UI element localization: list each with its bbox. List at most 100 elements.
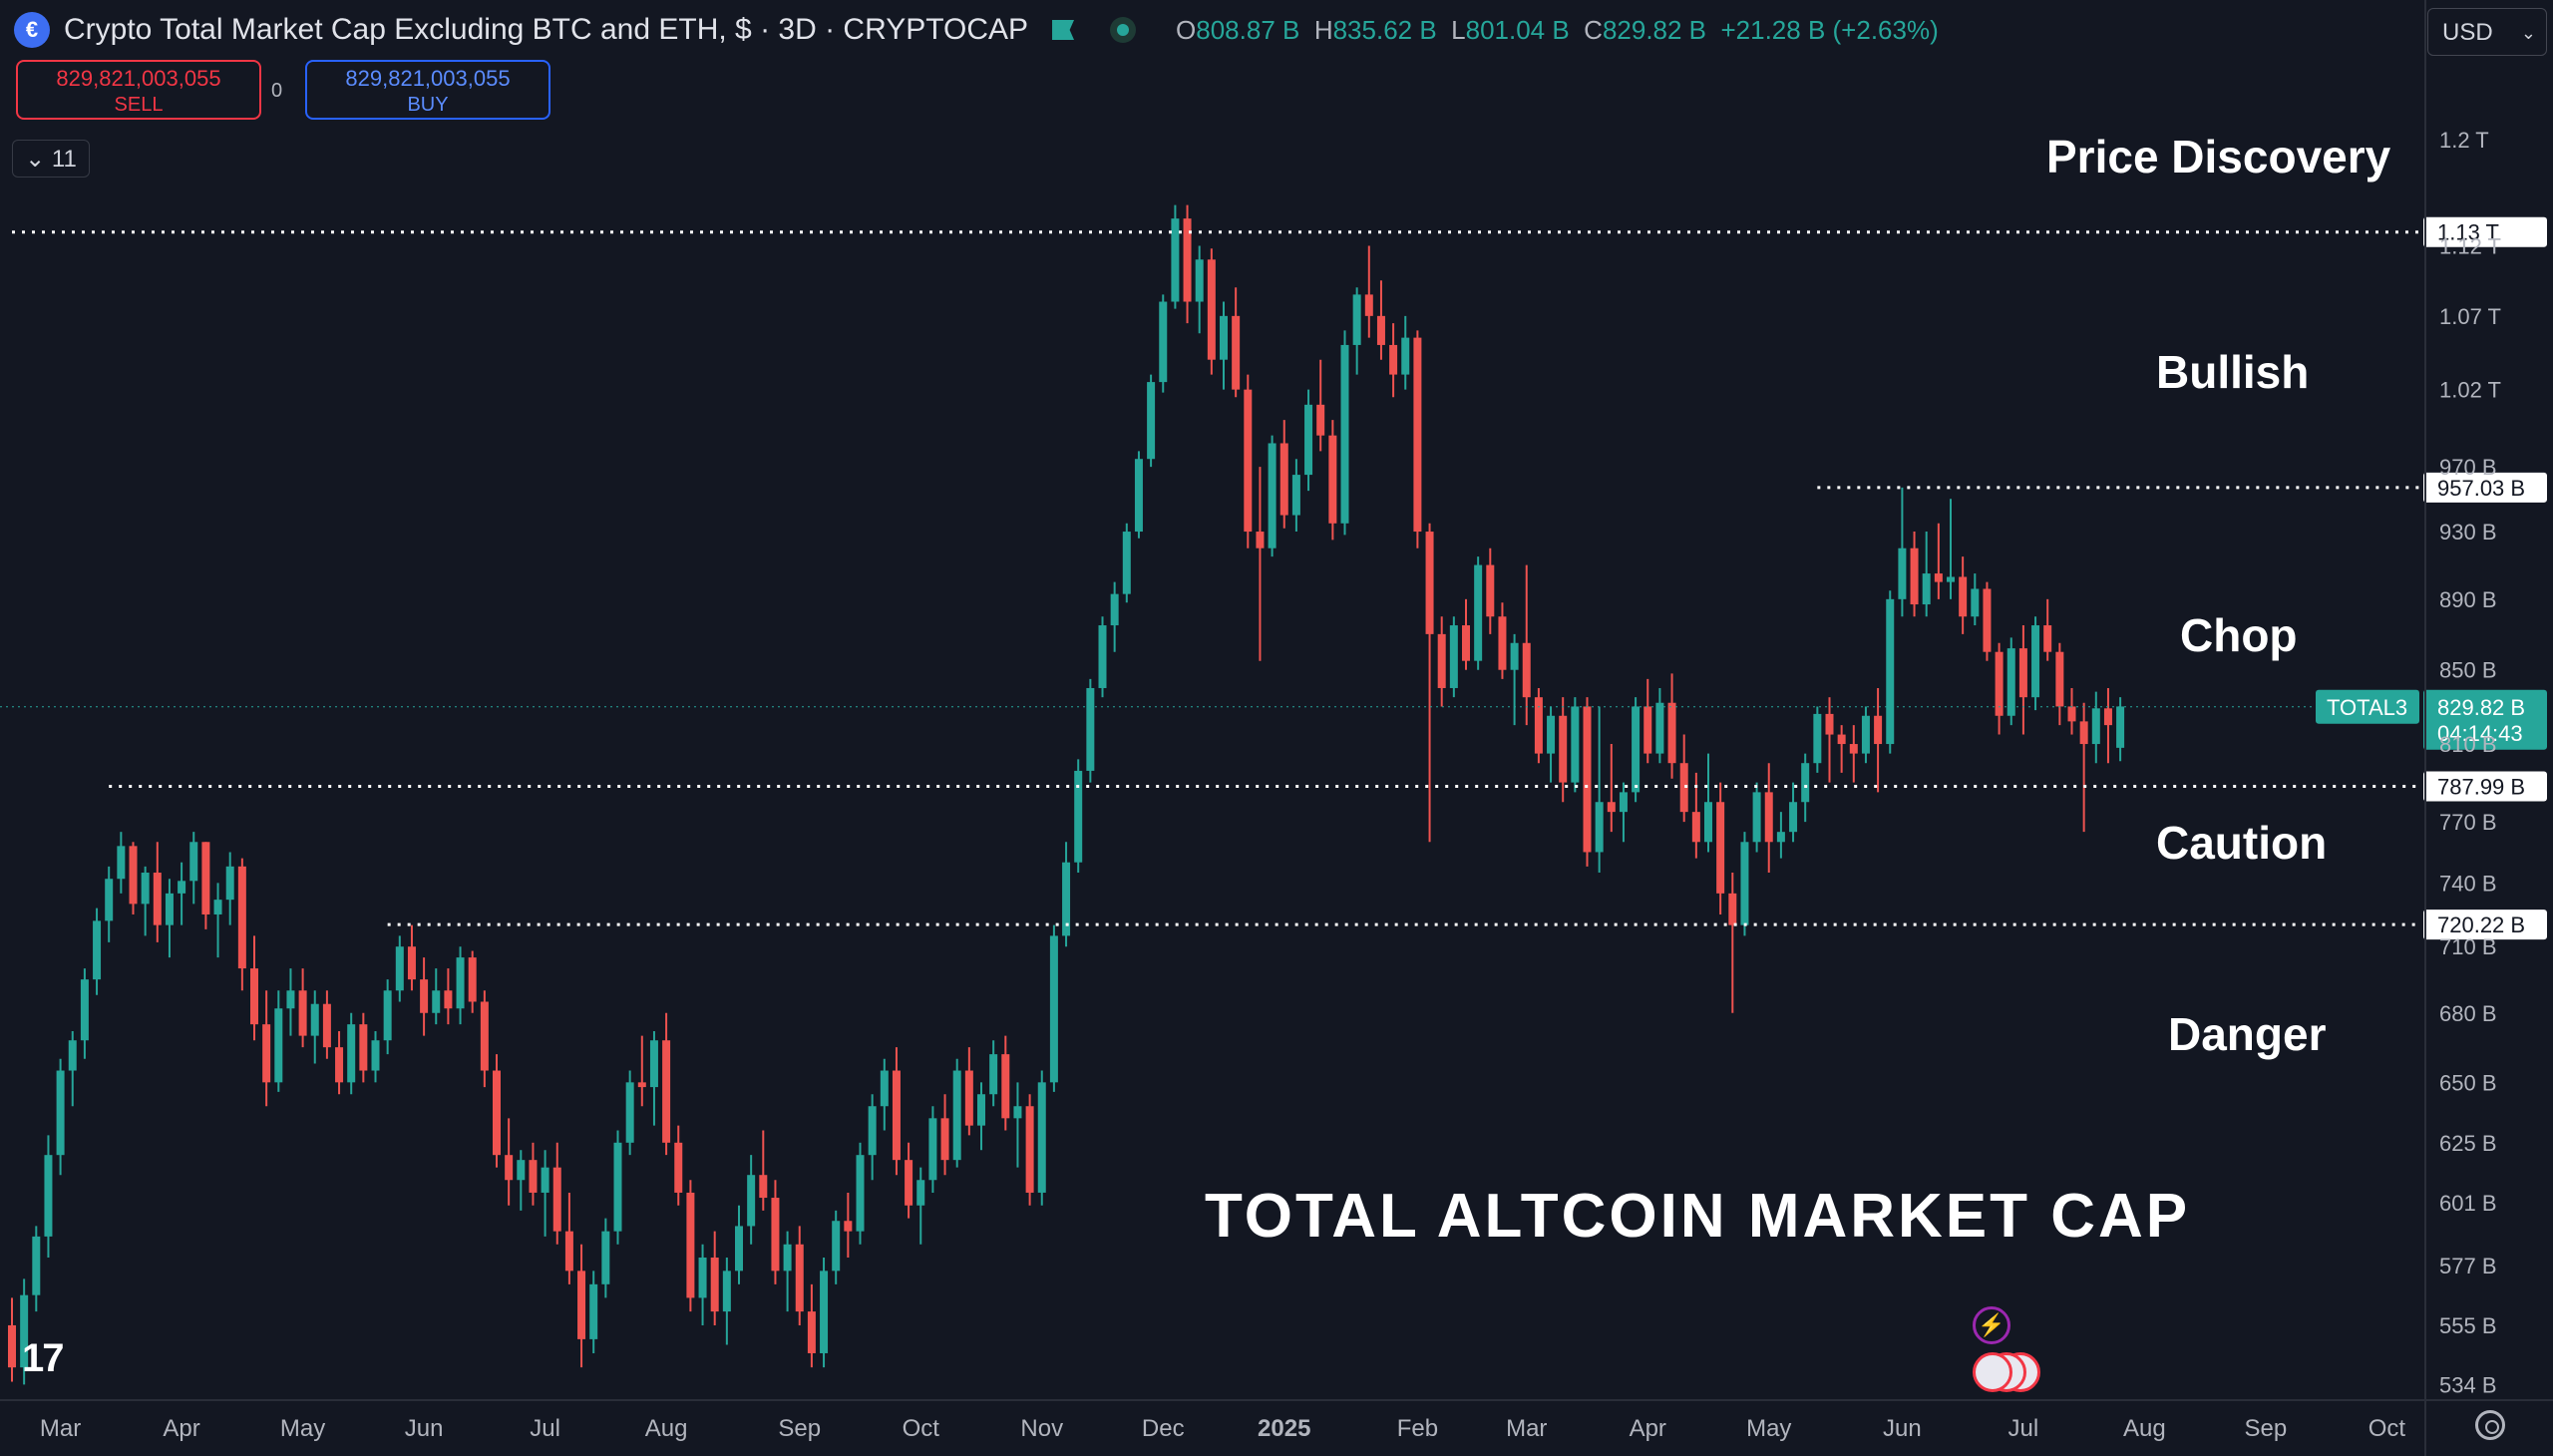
candle-body (493, 1070, 501, 1156)
candle-body (1510, 642, 1519, 670)
candle-body (940, 1118, 949, 1161)
candle-body (117, 846, 126, 880)
candle-body (1922, 573, 1931, 605)
candle-body (189, 842, 198, 882)
candle-body (1825, 713, 1834, 735)
zone-label-danger: Danger (2168, 1008, 2327, 1060)
candle-body (1547, 715, 1556, 754)
sell-label: SELL (114, 94, 164, 116)
price-tick-label: 650 B (2439, 1070, 2497, 1095)
candle-body (1062, 862, 1071, 936)
candle-body (1704, 802, 1712, 843)
last-price-badge (2423, 689, 2547, 750)
flag-icon[interactable] (1052, 20, 1075, 40)
candle-body (371, 1040, 380, 1071)
market-status-icon[interactable] (1110, 17, 1137, 43)
price-tick-label: 625 B (2439, 1131, 2497, 1156)
candle-body (2031, 625, 2040, 698)
currency-value: USD (2442, 19, 2493, 46)
candle-body (1632, 706, 1641, 793)
candle-body (1691, 812, 1700, 843)
zone-label-caution: Caution (2156, 817, 2328, 869)
candle-body (698, 1258, 707, 1298)
candle-body (771, 1198, 780, 1272)
candle-body (383, 990, 392, 1041)
candle-body (759, 1175, 768, 1199)
level-label: 720.22 B (2437, 912, 2525, 937)
last-price-label: 829.82 B (2437, 695, 2525, 720)
candle-body (1389, 344, 1398, 375)
candle-body (1462, 625, 1470, 661)
candle-body (20, 1294, 29, 1368)
level-label: 1.13 T (2437, 220, 2499, 245)
time-tick-label: Oct (903, 1415, 940, 1442)
candle-body (1789, 802, 1798, 833)
candle-body (1716, 802, 1725, 894)
candle-body (444, 990, 453, 1009)
candle-body (141, 873, 150, 905)
candle-body (2018, 648, 2027, 698)
candle-body (1316, 404, 1325, 436)
lightning-event-icon[interactable]: ⚡ (1973, 1306, 2010, 1344)
candle-body (105, 879, 114, 921)
candle-body (56, 1070, 65, 1156)
candle-body (1001, 1054, 1010, 1119)
time-tick-label: Nov (1020, 1415, 1063, 1442)
candle-body (262, 1024, 271, 1083)
candle-body (795, 1244, 804, 1312)
candle-body (1619, 792, 1628, 813)
symbol-title[interactable]: Crypto Total Market Cap Excluding BTC an… (64, 13, 1029, 46)
indicators-toggle[interactable]: ⌄ 11 (12, 140, 90, 178)
candle-body (1752, 792, 1761, 843)
chart-watermark-title: TOTAL ALTCOIN MARKET CAP (1205, 1182, 2191, 1251)
candle-body (250, 968, 258, 1025)
candle-body (517, 1160, 526, 1181)
candle-body (541, 1167, 549, 1193)
candle-body (1134, 459, 1143, 533)
candle-body (856, 1155, 865, 1232)
candle-body (1183, 218, 1192, 302)
level-badge (2423, 771, 2547, 802)
candle-body (1886, 598, 1895, 745)
candle-body (868, 1106, 877, 1156)
economic-events-icon[interactable] (1973, 1352, 2050, 1392)
currency-select[interactable]: USD ⌄ (2427, 8, 2547, 56)
candle-body (1874, 715, 1883, 745)
candle-body (1522, 642, 1531, 698)
candle-body (93, 920, 102, 980)
candle-body (880, 1070, 889, 1107)
candle-body (589, 1283, 598, 1339)
chart-header: € Crypto Total Market Cap Excluding BTC … (14, 8, 1939, 52)
candle-body (1607, 802, 1616, 813)
candle-body (649, 1040, 658, 1088)
price-tick-label: 1.02 T (2439, 378, 2501, 403)
sell-button[interactable]: 829,821,003,055 SELL (16, 60, 261, 120)
time-tick-label: Jul (530, 1415, 560, 1442)
sell-price: 829,821,003,055 (56, 66, 221, 91)
candle-body (2043, 625, 2052, 652)
price-tick-label: 555 B (2439, 1313, 2497, 1338)
candle-body (1959, 576, 1968, 617)
candle-body (237, 866, 246, 969)
tradingview-logo-icon[interactable]: 17 (22, 1336, 64, 1380)
candle-body (1437, 633, 1446, 688)
price-tick-label: 1.12 T (2439, 233, 2501, 258)
level-badge (2423, 910, 2547, 940)
candle-body (2079, 721, 2088, 745)
candle-body (1159, 301, 1168, 383)
candle-body (1571, 706, 1580, 783)
candle-body (2116, 706, 2125, 748)
price-tick-label: 810 B (2439, 732, 2497, 757)
buy-button[interactable]: 829,821,003,055 BUY (305, 60, 550, 120)
settings-icon[interactable] (2475, 1410, 2505, 1440)
time-tick-label: Jul (2008, 1415, 2039, 1442)
candle-body (44, 1155, 53, 1237)
candle-body (1474, 564, 1483, 661)
candle-body (892, 1070, 901, 1161)
candle-body (662, 1040, 671, 1143)
level-label: 957.03 B (2437, 476, 2525, 501)
candle-body (420, 979, 429, 1013)
candle-body (178, 881, 186, 894)
candle-body (1995, 651, 2004, 716)
